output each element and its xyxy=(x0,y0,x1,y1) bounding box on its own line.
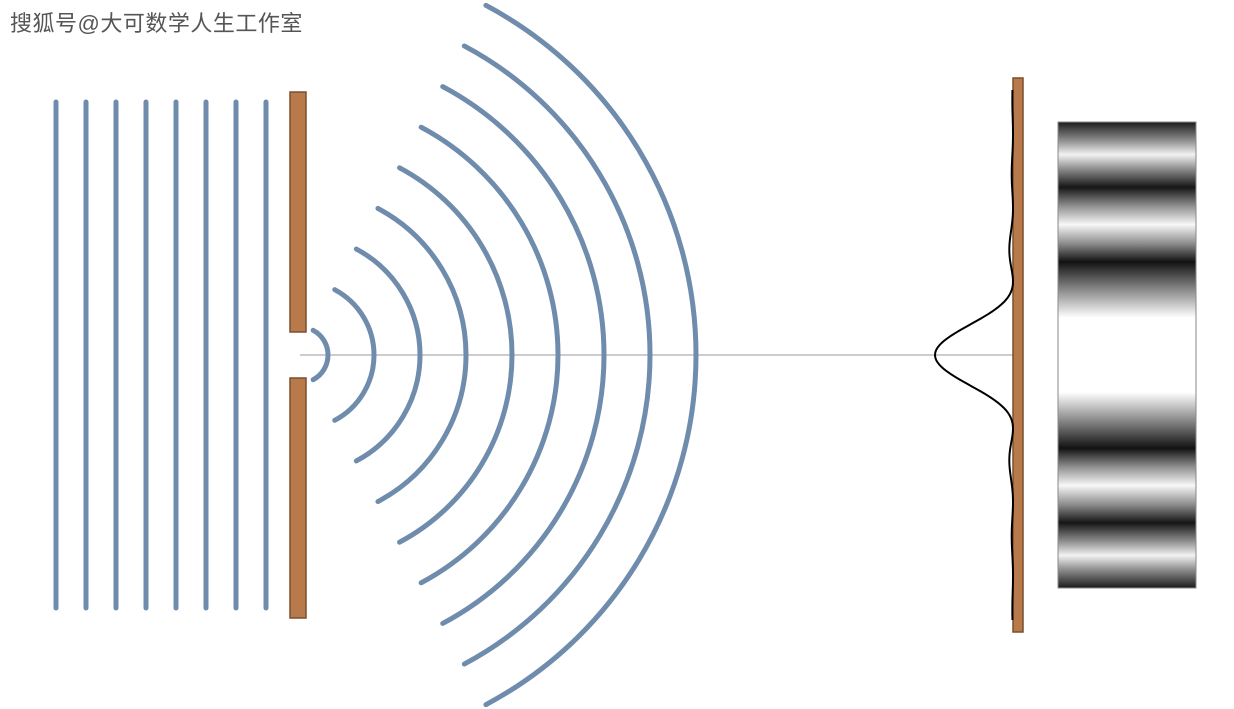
diffraction-diagram xyxy=(0,0,1234,709)
slit-barrier-top xyxy=(290,92,306,332)
watermark-text: 搜狐号@大可数学人生工作室 xyxy=(10,6,303,38)
detector-screen-bar xyxy=(1013,78,1023,632)
diffraction-pattern-screen xyxy=(1058,122,1196,588)
slit-barrier-bottom xyxy=(290,378,306,618)
plane-wavefronts xyxy=(56,102,266,608)
